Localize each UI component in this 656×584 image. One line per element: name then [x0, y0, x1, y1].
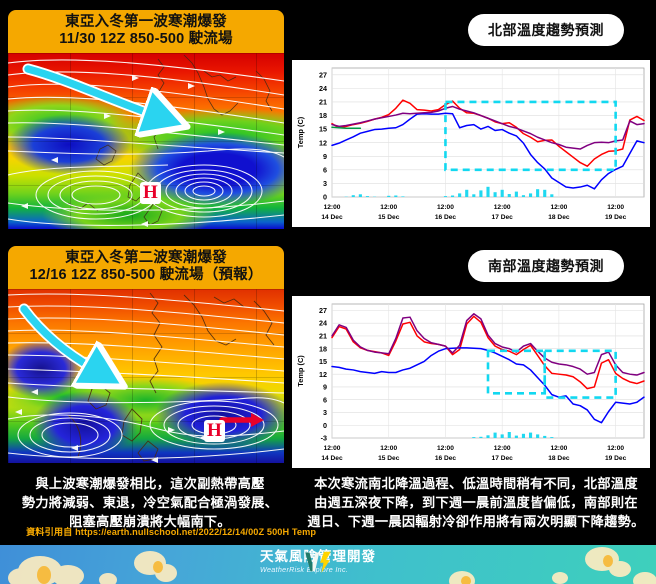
- map-title-line2: 11/30 12Z 850-500 駛流場: [59, 31, 233, 48]
- map-canvas-wave-1: [8, 53, 284, 230]
- svg-text:12:00: 12:00: [437, 445, 454, 452]
- svg-text:12:00: 12:00: [380, 204, 397, 211]
- svg-text:12:00: 12:00: [607, 445, 624, 452]
- svg-text:Temp (C): Temp (C): [296, 355, 305, 387]
- svg-text:6: 6: [323, 395, 327, 404]
- caption-right: 本次寒流南北降溫過程、低溫時間稍有不同，北部溫度 由週五深夜下降，到下週一晨前溫…: [300, 474, 652, 531]
- caption-left-line-1: 與上波寒潮爆發相比，這次副熱帶高壓: [35, 476, 265, 491]
- svg-text:0: 0: [323, 421, 327, 430]
- svg-text:17 Dec: 17 Dec: [492, 455, 514, 462]
- caption-right-line-3: 週日、下週一晨因輻射冷卻作用將有兩次明顯下降趨勢。: [307, 514, 645, 530]
- svg-text:27: 27: [319, 306, 327, 315]
- svg-text:24: 24: [319, 84, 327, 93]
- map-panel-wave-1: 東亞入冬第一波寒潮爆發 11/30 12Z 850-500 駛流場: [8, 10, 284, 238]
- map-panel-wave-2: 東亞入冬第二波寒潮爆發 12/16 12Z 850-500 駛流場（預報）: [8, 246, 284, 474]
- svg-text:12:00: 12:00: [550, 204, 567, 211]
- svg-text:12: 12: [319, 138, 327, 147]
- svg-text:18: 18: [319, 344, 327, 353]
- svg-text:14 Dec: 14 Dec: [321, 455, 343, 462]
- svg-text:12:00: 12:00: [437, 204, 454, 211]
- caption-left: 與上波寒潮爆發相比，這次副熱帶高壓 勢力將減弱、東退，冷空氣配合極渦發展、 阻塞…: [4, 474, 296, 531]
- caption-right-line-1: 本次寒流南北降溫過程、低溫時間稍有不同，北部溫度: [314, 476, 638, 491]
- streamline-overlay: [8, 289, 284, 464]
- cyan-jet-arrow-2: [8, 289, 284, 463]
- caption-right-line-2: 由週五深夜下降，到下週一晨前溫度皆偏低，南部則在: [314, 495, 638, 511]
- high-pressure-marker: H: [204, 420, 225, 442]
- svg-text:12:00: 12:00: [324, 445, 341, 452]
- svg-text:16 Dec: 16 Dec: [435, 214, 457, 221]
- svg-text:12: 12: [319, 370, 327, 379]
- map-title-line1: 東亞入冬第二波寒潮爆發: [65, 250, 227, 266]
- svg-text:3: 3: [323, 179, 327, 188]
- source-attribution: 資料引用自 https://earth.nullschool.net/2022/…: [26, 527, 317, 537]
- svg-text:12:00: 12:00: [324, 204, 341, 211]
- svg-text:18: 18: [319, 111, 327, 120]
- svg-text:24: 24: [319, 319, 327, 328]
- chart-south-temp-trend: -3 0 3 6 9 12 15 18 21 24 27 12:00 14 Dec 12:00 15 Dec…: [292, 296, 650, 468]
- high-pressure-move-arrow: [8, 289, 284, 463]
- svg-text:18 Dec: 18 Dec: [548, 214, 570, 221]
- svg-text:15: 15: [319, 125, 327, 134]
- svg-text:15 Dec: 15 Dec: [378, 214, 400, 221]
- svg-text:12:00: 12:00: [494, 445, 511, 452]
- high-pressure-marker: H: [140, 182, 161, 204]
- svg-text:18 Dec: 18 Dec: [548, 455, 570, 462]
- svg-text:15 Dec: 15 Dec: [378, 455, 400, 462]
- footer-cloud-decoration: [8, 547, 656, 584]
- footer-bar: 天氣風險管理開發 WeatherRisk Explore Inc.: [0, 545, 656, 584]
- cyan-jet-arrow-1: [8, 53, 284, 229]
- caption-left-line-3: 阻塞高壓崩潰將大幅南下。: [69, 514, 231, 530]
- svg-text:14 Dec: 14 Dec: [321, 214, 343, 221]
- chart-north-temp-trend: 0 3 6 9 12 15 18 21 24 27 12:00 14 Dec 12:00 15 Dec 12…: [292, 60, 650, 227]
- svg-text:16 Dec: 16 Dec: [435, 455, 457, 462]
- brand-block: 天氣風險管理開發 WeatherRisk Explore Inc.: [260, 549, 376, 575]
- svg-text:0: 0: [323, 193, 327, 202]
- svg-text:17 Dec: 17 Dec: [492, 214, 514, 221]
- svg-text:6: 6: [323, 165, 327, 174]
- map-canvas-wave-2: [8, 289, 284, 464]
- svg-text:9: 9: [323, 383, 327, 392]
- svg-text:21: 21: [319, 98, 327, 107]
- svg-text:3: 3: [323, 408, 327, 417]
- svg-text:12:00: 12:00: [607, 204, 624, 211]
- svg-text:15: 15: [319, 357, 327, 366]
- svg-text:19 Dec: 19 Dec: [605, 455, 627, 462]
- pill-south-temp-title: 南部溫度趨勢預測: [468, 250, 624, 282]
- svg-text:Temp (C): Temp (C): [296, 116, 305, 148]
- svg-text:-3: -3: [321, 434, 327, 443]
- svg-text:27: 27: [319, 70, 327, 79]
- caption-left-line-2: 勢力將減弱、東退，冷空氣配合極渦發展、: [21, 495, 279, 511]
- svg-text:12:00: 12:00: [380, 445, 397, 452]
- pill-north-temp-title: 北部溫度趨勢預測: [468, 14, 624, 46]
- svg-text:19 Dec: 19 Dec: [605, 214, 627, 221]
- svg-text:12:00: 12:00: [494, 204, 511, 211]
- brand-name-en: WeatherRisk Explore Inc.: [260, 565, 349, 575]
- svg-text:21: 21: [319, 332, 327, 341]
- svg-text:12:00: 12:00: [550, 445, 567, 452]
- w-lightning-logo: [305, 551, 331, 573]
- svg-text:9: 9: [323, 152, 327, 161]
- map-title-wave-2: 東亞入冬第二波寒潮爆發 12/16 12Z 850-500 駛流場（預報）: [8, 246, 284, 290]
- map-title-wave-1: 東亞入冬第一波寒潮爆發 11/30 12Z 850-500 駛流場: [8, 10, 284, 54]
- map-title-line1: 東亞入冬第一波寒潮爆發: [65, 14, 227, 30]
- map-title-line2: 12/16 12Z 850-500 駛流場（預報）: [29, 267, 263, 284]
